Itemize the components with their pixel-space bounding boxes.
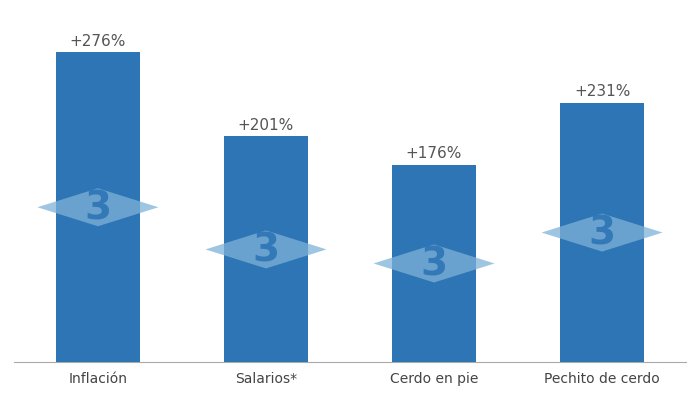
Bar [224,136,308,362]
Text: +201%: +201% [238,118,294,133]
Text: +176%: +176% [406,146,462,161]
Bar [560,103,644,362]
Polygon shape [37,188,158,226]
Text: 3: 3 [421,246,447,284]
Polygon shape [206,230,326,268]
Text: 3: 3 [253,231,279,269]
Bar [56,52,140,362]
Text: 3: 3 [589,214,615,252]
Text: +276%: +276% [70,34,126,49]
Bar [392,164,476,362]
Polygon shape [542,214,663,252]
Text: 3: 3 [85,189,111,227]
Text: +231%: +231% [574,84,630,99]
Polygon shape [374,244,494,282]
